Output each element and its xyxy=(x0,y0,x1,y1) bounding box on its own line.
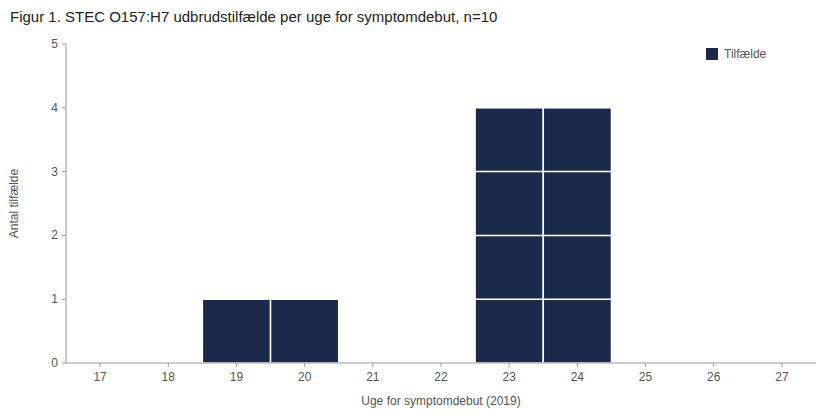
x-tick-label: 19 xyxy=(230,370,244,384)
x-tick-label: 21 xyxy=(366,370,380,384)
x-tick-label: 23 xyxy=(503,370,517,384)
x-tick xyxy=(781,363,782,367)
x-tick xyxy=(304,363,305,367)
y-tick-label: 4 xyxy=(51,101,58,115)
bar xyxy=(475,108,543,363)
x-tick-label: 17 xyxy=(93,370,107,384)
x-tick-label: 27 xyxy=(775,370,789,384)
x-tick xyxy=(645,363,646,367)
y-axis-label: Antal tilfælde xyxy=(7,168,21,238)
y-tick-label: 0 xyxy=(51,356,58,370)
y-tick-label: 2 xyxy=(51,228,58,242)
bar-divider xyxy=(475,235,543,237)
x-tick xyxy=(441,363,442,367)
y-tick-label: 3 xyxy=(51,165,58,179)
legend-label: Tilfælde xyxy=(724,47,767,61)
x-tick xyxy=(372,363,373,367)
bar-divider xyxy=(475,298,543,300)
x-tick xyxy=(713,363,714,367)
y-tick xyxy=(62,44,66,45)
bar xyxy=(202,299,270,363)
y-tick xyxy=(62,107,66,108)
x-tick xyxy=(168,363,169,367)
y-tick xyxy=(62,171,66,172)
title: Figur 1. STEC O157:H7 udbrudstilfælde pe… xyxy=(10,8,497,25)
bar-divider xyxy=(543,235,611,237)
bar xyxy=(271,299,339,363)
y-tick xyxy=(62,235,66,236)
x-tick xyxy=(100,363,101,367)
x-tick-label: 20 xyxy=(298,370,312,384)
x-tick-label: 25 xyxy=(639,370,653,384)
bar-divider xyxy=(475,171,543,173)
x-tick-label: 26 xyxy=(707,370,721,384)
x-tick xyxy=(236,363,237,367)
y-tick xyxy=(62,299,66,300)
y-axis-line xyxy=(66,44,67,363)
x-tick xyxy=(577,363,578,367)
chart: Figur 1. STEC O157:H7 udbrudstilfælde pe… xyxy=(0,0,840,417)
x-tick-label: 22 xyxy=(434,370,448,384)
bar xyxy=(543,108,611,363)
x-axis-label: Uge for symptomdebut (2019) xyxy=(361,394,520,408)
y-tick-label: 5 xyxy=(51,37,58,51)
y-tick-label: 1 xyxy=(51,292,58,306)
x-tick xyxy=(509,363,510,367)
y-tick xyxy=(62,363,66,364)
legend: Tilfælde xyxy=(706,47,767,61)
x-tick-label: 18 xyxy=(162,370,176,384)
marks xyxy=(202,108,611,363)
bar-divider xyxy=(543,298,611,300)
bar-divider xyxy=(543,171,611,173)
legend-swatch xyxy=(706,48,718,60)
x-tick-label: 24 xyxy=(571,370,585,384)
